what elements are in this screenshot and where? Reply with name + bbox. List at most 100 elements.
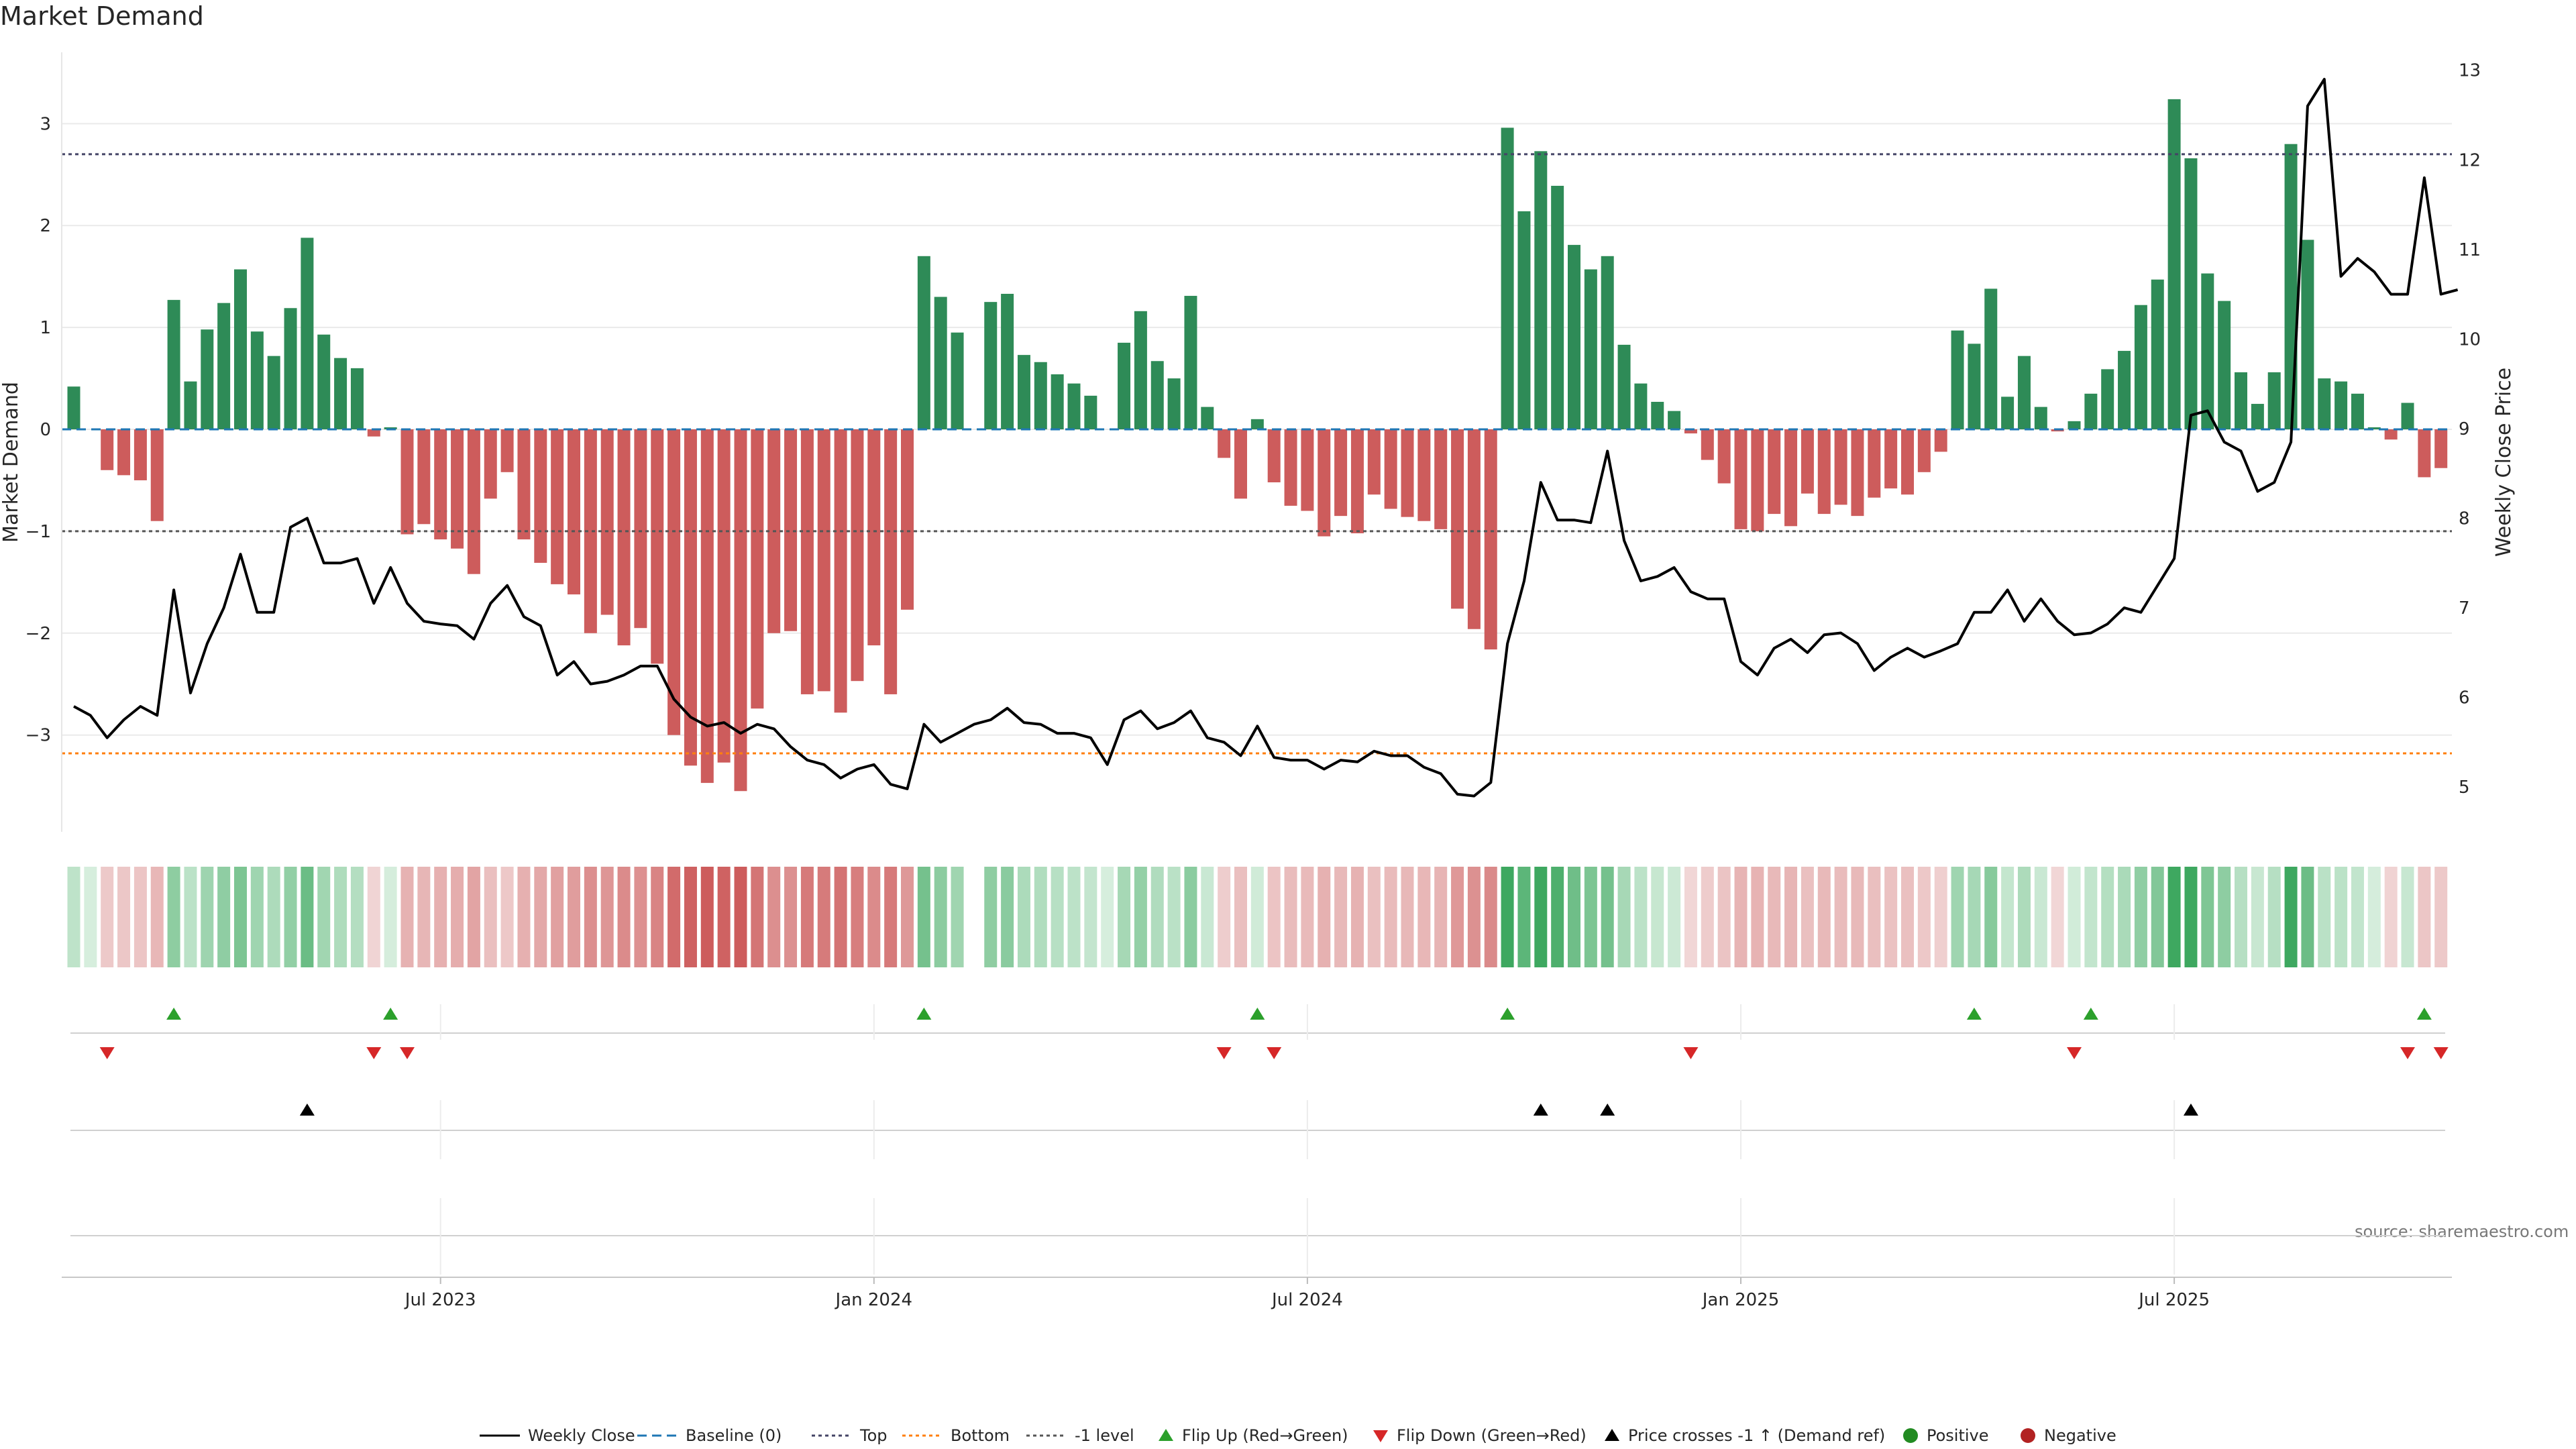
heat-cell — [1101, 867, 1114, 967]
heat-cell — [1301, 867, 1314, 967]
heat-cell — [617, 867, 631, 967]
heat-cell — [1218, 867, 1231, 967]
demand-bar — [2251, 404, 2264, 430]
heat-cell — [150, 867, 164, 967]
demand-bar — [400, 429, 414, 535]
demand-bar — [1617, 344, 1631, 430]
heat-cell — [1717, 867, 1731, 967]
weekly-close-line — [73, 78, 2459, 798]
demand-bar — [2034, 407, 2047, 430]
legend-item: Baseline (0) — [637, 1426, 782, 1445]
heat-cell — [834, 867, 847, 967]
flip-down-marker — [2433, 1047, 2449, 1059]
legend-item: Weekly Close — [480, 1426, 635, 1445]
demand-bar — [934, 297, 947, 430]
demand-bar — [1951, 330, 1964, 430]
heat-cell — [317, 867, 331, 967]
legend-label: Price crosses -1 ↑ (Demand ref) — [1628, 1426, 1885, 1445]
heat-cell — [484, 867, 497, 967]
flip-up-marker — [1250, 1008, 1265, 1020]
demand-bars — [67, 99, 2448, 792]
heat-cell — [2251, 867, 2264, 967]
heat-cell — [1134, 867, 1147, 967]
heat-cell — [851, 867, 864, 967]
heat-cell — [2034, 867, 2047, 967]
demand-bar — [834, 429, 847, 713]
demand-bar — [784, 429, 798, 631]
legend-label: Flip Down (Green→Red) — [1397, 1426, 1587, 1445]
heat-cell — [1684, 867, 1697, 967]
heat-cell — [1167, 867, 1181, 967]
heat-cell — [2118, 867, 2131, 967]
demand-bar — [2068, 421, 2081, 430]
demand-bar — [2134, 305, 2147, 430]
legend-label: Weekly Close — [528, 1426, 635, 1445]
heat-cell — [101, 867, 114, 967]
demand-bar — [1434, 429, 1448, 529]
heat-cell — [934, 867, 947, 967]
demand-bar — [2201, 273, 2214, 430]
legend-item: Flip Down (Green→Red) — [1373, 1426, 1587, 1445]
heat-strip — [67, 867, 2448, 967]
demand-bar — [2167, 99, 2181, 430]
demand-bar — [133, 429, 147, 480]
heat-cell — [1267, 867, 1281, 967]
demand-bar — [1301, 429, 1314, 511]
demand-bar — [1417, 429, 1431, 521]
demand-bar — [2367, 427, 2381, 430]
demand-bar — [901, 429, 914, 610]
demand-bar — [2401, 402, 2414, 430]
flip-down-marker — [400, 1047, 415, 1059]
demand-bar — [2284, 144, 2298, 430]
heat-cell — [1150, 867, 1164, 967]
heat-cell — [2301, 867, 2314, 967]
demand-bar — [2351, 393, 2364, 430]
heat-cell — [250, 867, 264, 967]
demand-bar — [1717, 429, 1731, 484]
y-left-tick-label: 0 — [40, 420, 51, 440]
demand-bar — [1134, 311, 1147, 430]
demand-bar — [1201, 407, 1214, 430]
legend-swatch — [1373, 1430, 1388, 1442]
heat-cell — [1184, 867, 1197, 967]
heat-cell — [717, 867, 731, 967]
demand-bar — [1467, 429, 1481, 629]
demand-bar — [751, 429, 764, 709]
heat-cell — [734, 867, 747, 967]
legend-item: Top — [812, 1426, 888, 1445]
heat-cell — [184, 867, 197, 967]
demand-bar — [1401, 429, 1414, 517]
demand-bar — [267, 356, 280, 430]
heat-cell — [1084, 867, 1097, 967]
heat-cell — [1668, 867, 1681, 967]
heat-cell — [751, 867, 764, 967]
demand-bar — [2434, 429, 2448, 468]
heat-cell — [700, 867, 714, 967]
heat-cell — [434, 867, 447, 967]
flip-down-marker — [1267, 1047, 1282, 1059]
demand-bar — [800, 429, 814, 694]
y-right-tick-label: 5 — [2459, 777, 2470, 798]
heat-cell — [350, 867, 364, 967]
heat-cell — [500, 867, 514, 967]
heat-cell — [1451, 867, 1464, 967]
heat-cell — [1350, 867, 1364, 967]
demand-bar — [167, 300, 180, 430]
heat-cell — [651, 867, 664, 967]
heat-cell — [301, 867, 314, 967]
heat-cell — [1984, 867, 1998, 967]
demand-bar — [1584, 269, 1597, 430]
y-right-tick-label: 8 — [2459, 509, 2470, 529]
demand-bar — [1834, 429, 1847, 505]
heat-cell — [884, 867, 898, 967]
heat-cell — [2051, 867, 2064, 967]
heat-cell — [1951, 867, 1964, 967]
heat-cell — [1884, 867, 1898, 967]
y-right-tick-label: 13 — [2459, 61, 2481, 81]
demand-bar — [1701, 429, 1714, 460]
x-tick-label: Jan 2025 — [1701, 1290, 1780, 1310]
demand-bar — [1318, 429, 1331, 537]
price-cross-marker — [1533, 1104, 1548, 1116]
x-tick-label: Jul 2025 — [2137, 1290, 2210, 1310]
